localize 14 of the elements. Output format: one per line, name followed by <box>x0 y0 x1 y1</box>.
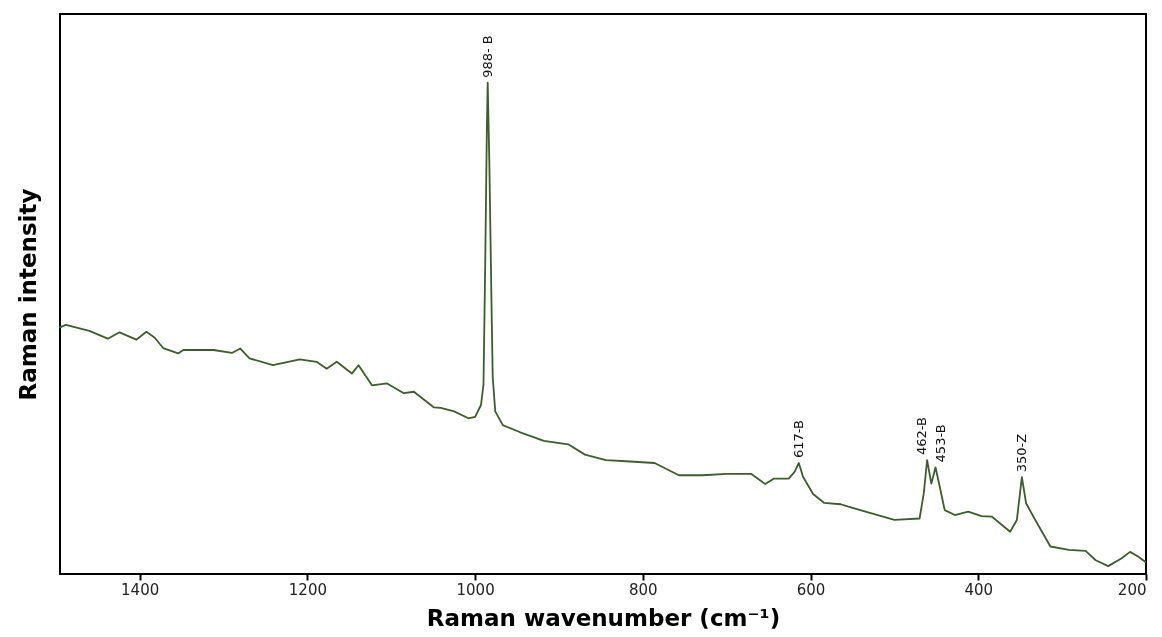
annotation: 350-Z <box>1013 433 1029 473</box>
y-axis-title: Raman intensity <box>14 188 41 401</box>
annotation: 617-B <box>790 420 806 458</box>
x-tick-label: 1000 <box>456 580 495 599</box>
x-tick-label: 800 <box>629 580 658 599</box>
x-tick-label: 600 <box>796 580 826 599</box>
annotation: 462-B <box>914 417 930 456</box>
x-tick-label: 1400 <box>121 580 160 599</box>
x-axis-title: Raman wavenumber (cm⁻¹) <box>426 604 781 631</box>
x-tick-label: 400 <box>964 580 994 599</box>
x-tick-label: 1200 <box>288 580 327 599</box>
x-tick-label: 200 <box>1117 580 1147 599</box>
annotation: 988- B <box>479 35 495 78</box>
annotation: 453-B <box>932 424 948 463</box>
